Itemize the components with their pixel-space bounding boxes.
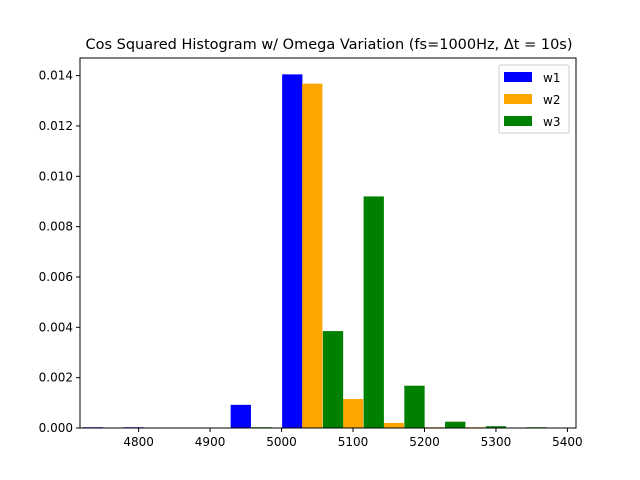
bar-w2-5: [302, 83, 323, 429]
y-tick-label: 0.012: [39, 119, 73, 133]
y-tick-label: 0.008: [39, 220, 73, 234]
bar-w1-4: [230, 404, 251, 428]
legend-label-w3: w3: [543, 115, 560, 129]
y-tick-label: 0.014: [39, 69, 73, 83]
axes-frame: [79, 57, 577, 429]
bar-w3-5: [322, 331, 344, 428]
bar-w3-9: [485, 426, 507, 428]
x-tick-label: 5000: [266, 435, 297, 449]
legend: w1 w2 w3: [498, 64, 570, 134]
y-tick-label: 0.000: [39, 421, 73, 435]
chart-title: Cos Squared Histogram w/ Omega Variation…: [85, 37, 572, 53]
y-tick-label: 0.002: [39, 371, 73, 385]
x-tick-label: 5100: [338, 435, 369, 449]
y-tick-label: 0.004: [39, 320, 73, 334]
bar-w3-6: [363, 196, 384, 428]
legend-swatch-w1: [504, 72, 532, 82]
x-tick-label: 5200: [409, 435, 440, 449]
legend-label-w1: w1: [543, 71, 560, 85]
bar-w3-8: [445, 421, 466, 428]
axes-layer: 4800 4900 5000 5100 5200 5300 5400 0.000 0.002 0.…: [39, 57, 583, 449]
bar-w1-5: [282, 74, 303, 429]
x-tick-label: 5300: [481, 435, 512, 449]
x-tick-label: 5400: [552, 435, 583, 449]
x-tick-label: 4800: [123, 435, 154, 449]
bar-w3-7: [404, 385, 425, 428]
bar-w2-6: [342, 399, 364, 428]
bars-layer: [82, 74, 547, 429]
legend-swatch-w3: [504, 116, 532, 126]
legend-swatch-w2: [504, 94, 532, 104]
x-tick-label: 4900: [195, 435, 226, 449]
y-tick-label: 0.006: [39, 270, 73, 284]
y-tick-label: 0.010: [39, 169, 73, 183]
legend-label-w2: w2: [543, 93, 560, 107]
bar-w2-7: [383, 422, 404, 428]
